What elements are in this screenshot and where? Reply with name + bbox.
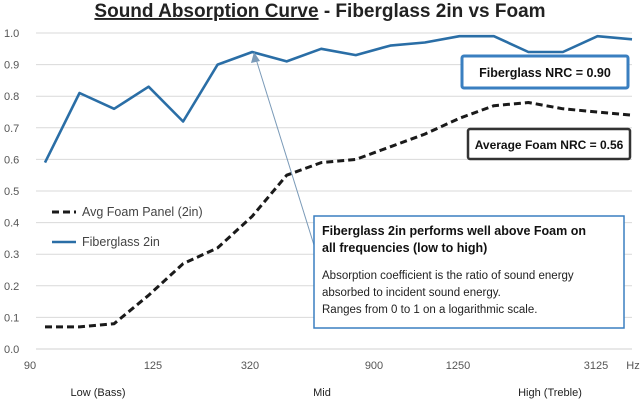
y-tick-label: 0.8	[4, 91, 19, 103]
y-tick-label: 0.9	[4, 60, 19, 72]
callout-title: all frequencies (low to high)	[322, 241, 487, 255]
x-axis: 90 125 320 900 1250 3125 Hz Low (Bass) Mid High (…	[24, 360, 640, 399]
callout-arrow-head	[251, 52, 260, 63]
y-tick-label: 0.7	[4, 123, 19, 135]
x-tick-label: 125	[144, 360, 162, 372]
x-tick-label: 90	[24, 360, 36, 372]
x-tick-label: Hz	[626, 360, 639, 372]
series-line	[45, 101, 633, 329]
y-tick-label: 0.6	[4, 154, 19, 166]
x-band-label: Low (Bass)	[70, 387, 125, 399]
series-group	[43, 34, 633, 329]
callout-body: absorbed to incident sound energy.	[322, 287, 501, 299]
y-tick-label: 0.3	[4, 249, 19, 261]
foam-nrc-box	[466, 127, 632, 161]
fiberglass-nrc-box	[460, 54, 630, 90]
callout-arrow-line	[255, 58, 319, 259]
y-tick-label: 0.4	[4, 218, 19, 230]
x-band-label: High (Treble)	[518, 387, 582, 399]
chart-title: Sound Absorption Curve - Fiberglass 2in …	[94, 1, 545, 22]
y-tick-label: 0.5	[4, 186, 19, 198]
y-tick-label: 1.0	[4, 28, 19, 40]
x-tick-label: 900	[365, 360, 383, 372]
callout-body: Absorption coefficient is the ratio of s…	[322, 270, 574, 282]
series-line	[43, 34, 633, 164]
chart-title-main: Sound Absorption Curve	[94, 1, 318, 22]
y-tick-label: 0.0	[4, 344, 19, 356]
foam-nrc-label: Average Foam NRC = 0.56	[475, 138, 624, 152]
callout-box	[313, 215, 625, 329]
x-tick-label: 1250	[446, 360, 470, 372]
callout-title: Fiberglass 2in performs well above Foam …	[322, 224, 586, 238]
y-tick-label: 0.1	[4, 312, 19, 324]
chart-title-rest: - Fiberglass 2in vs Foam	[319, 1, 546, 22]
fiberglass-nrc-label: Fiberglass NRC = 0.90	[479, 66, 611, 80]
legend-label: Fiberglass 2in	[82, 235, 160, 249]
y-axis: 0.0 0.1 0.2 0.3 0.4 0.5 0.6 0.7 0.8 0.9 1.0	[4, 28, 19, 356]
annotations: Fiberglass NRC = 0.90 Average Foam NRC = …	[251, 52, 632, 329]
legend: Avg Foam Panel (2in) Fiberglass 2in	[52, 205, 203, 249]
y-tick-label: 0.2	[4, 281, 19, 293]
legend-label: Avg Foam Panel (2in)	[82, 205, 203, 219]
x-band-label: Mid	[313, 387, 331, 399]
x-tick-label: 3125	[584, 360, 608, 372]
callout-body: Ranges from 0 to 1 on a logarithmic scal…	[322, 304, 537, 316]
x-tick-label: 320	[241, 360, 259, 372]
